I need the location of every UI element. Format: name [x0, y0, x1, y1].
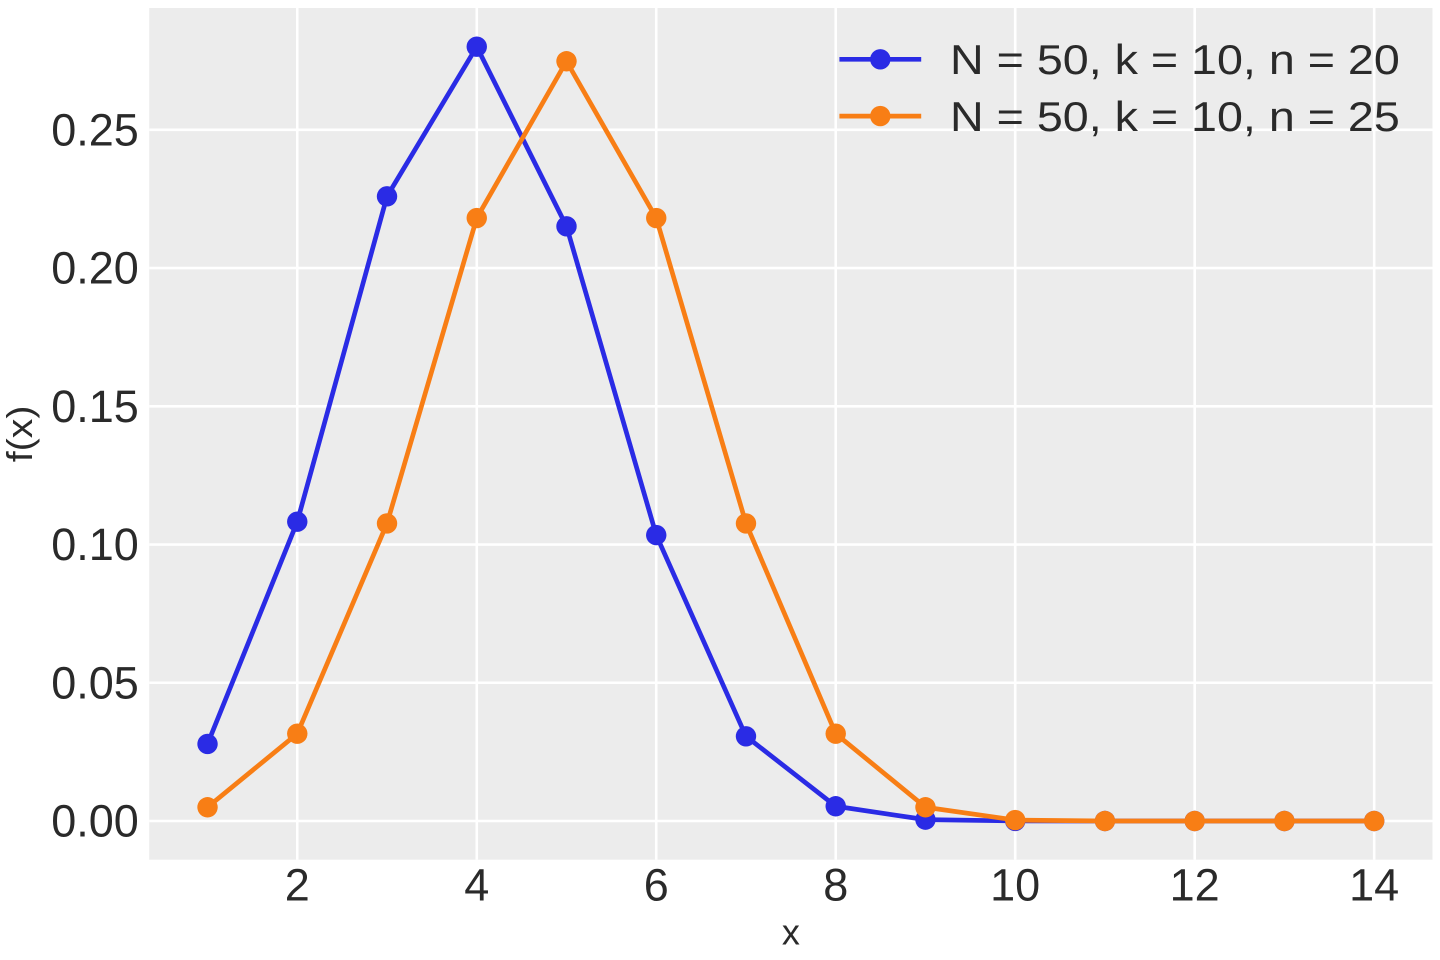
svg-text:0.10: 0.10 [51, 519, 139, 570]
svg-text:0.25: 0.25 [51, 104, 139, 155]
svg-text:x: x [782, 912, 800, 953]
svg-text:12: 12 [1170, 860, 1220, 911]
svg-text:10: 10 [990, 860, 1040, 911]
svg-text:N = 50, k = 10, n = 20: N = 50, k = 10, n = 20 [950, 36, 1400, 83]
svg-text:4: 4 [464, 860, 489, 911]
svg-text:0.20: 0.20 [51, 243, 139, 294]
svg-text:6: 6 [644, 860, 669, 911]
svg-text:0.05: 0.05 [51, 657, 139, 708]
svg-text:2: 2 [285, 860, 310, 911]
svg-text:N = 50, k = 10, n = 25: N = 50, k = 10, n = 25 [950, 93, 1400, 140]
svg-text:14: 14 [1349, 860, 1399, 911]
svg-text:8: 8 [823, 860, 848, 911]
svg-text:f(x): f(x) [0, 406, 40, 463]
svg-text:0.00: 0.00 [51, 796, 139, 847]
svg-text:0.15: 0.15 [51, 381, 139, 432]
